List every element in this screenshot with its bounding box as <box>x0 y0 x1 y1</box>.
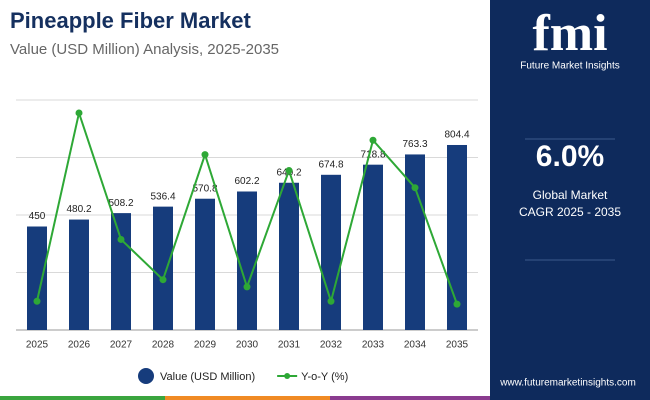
bar <box>237 191 257 330</box>
x-tick-label: 2033 <box>362 340 385 351</box>
bar <box>279 182 299 330</box>
cagr-value: 6.0% <box>536 140 604 173</box>
data-label: 804.4 <box>444 130 469 141</box>
x-tick-label: 2031 <box>278 340 301 351</box>
logo: fmi <box>532 5 607 62</box>
x-tick-label: 2027 <box>110 340 133 351</box>
point <box>75 109 83 117</box>
data-label: 450 <box>29 211 46 222</box>
strip <box>0 396 165 400</box>
x-tick-label: 2029 <box>194 340 217 351</box>
bar <box>111 213 131 330</box>
point <box>369 136 377 144</box>
legend-label: Value (USD Million) <box>160 371 255 383</box>
website: www.futuremarketinsights.com <box>499 378 636 389</box>
bar <box>27 226 47 330</box>
point <box>285 166 293 174</box>
x-tick-label: 2032 <box>320 340 343 351</box>
point <box>33 297 41 305</box>
data-label: 570.8 <box>192 183 217 194</box>
data-label: 674.8 <box>318 159 343 170</box>
data-label: 763.3 <box>402 139 427 150</box>
point <box>327 297 335 305</box>
cagr-caption: CAGR 2025 - 2035 <box>519 205 621 219</box>
x-tick-label: 2026 <box>68 340 91 351</box>
strip <box>330 396 490 400</box>
point <box>453 300 461 308</box>
x-tick-label: 2030 <box>236 340 259 351</box>
bar <box>69 219 89 330</box>
point <box>243 283 251 291</box>
chart-subtitle: Value (USD Million) Analysis, 2025-2035 <box>10 41 279 58</box>
x-tick-label: 2034 <box>404 340 427 351</box>
bar <box>405 154 425 330</box>
data-label: 536.4 <box>150 191 175 202</box>
chart-title: Pineapple Fiber Market <box>10 8 252 33</box>
bar <box>363 164 383 330</box>
brand: Future Market Insights <box>520 61 619 72</box>
data-label: 508.2 <box>108 198 133 209</box>
cagr-caption: Global Market <box>533 188 608 202</box>
data-label: 480.2 <box>66 204 91 215</box>
point <box>411 184 419 192</box>
legend-label: Y-o-Y (%) <box>301 371 348 383</box>
bar <box>195 198 215 330</box>
x-tick-label: 2025 <box>26 340 49 351</box>
sidebar-panel <box>490 0 650 400</box>
point <box>159 276 167 284</box>
data-label: 602.2 <box>234 176 259 187</box>
strip <box>165 396 330 400</box>
x-tick-label: 2028 <box>152 340 175 351</box>
x-tick-label: 2035 <box>446 340 469 351</box>
legend-swatch <box>138 368 154 384</box>
bar <box>321 174 341 330</box>
point <box>117 235 125 243</box>
bar <box>153 206 173 330</box>
point <box>201 151 209 159</box>
legend-swatch <box>284 373 291 379</box>
data-label: 718.8 <box>360 149 385 160</box>
bar <box>447 144 467 330</box>
